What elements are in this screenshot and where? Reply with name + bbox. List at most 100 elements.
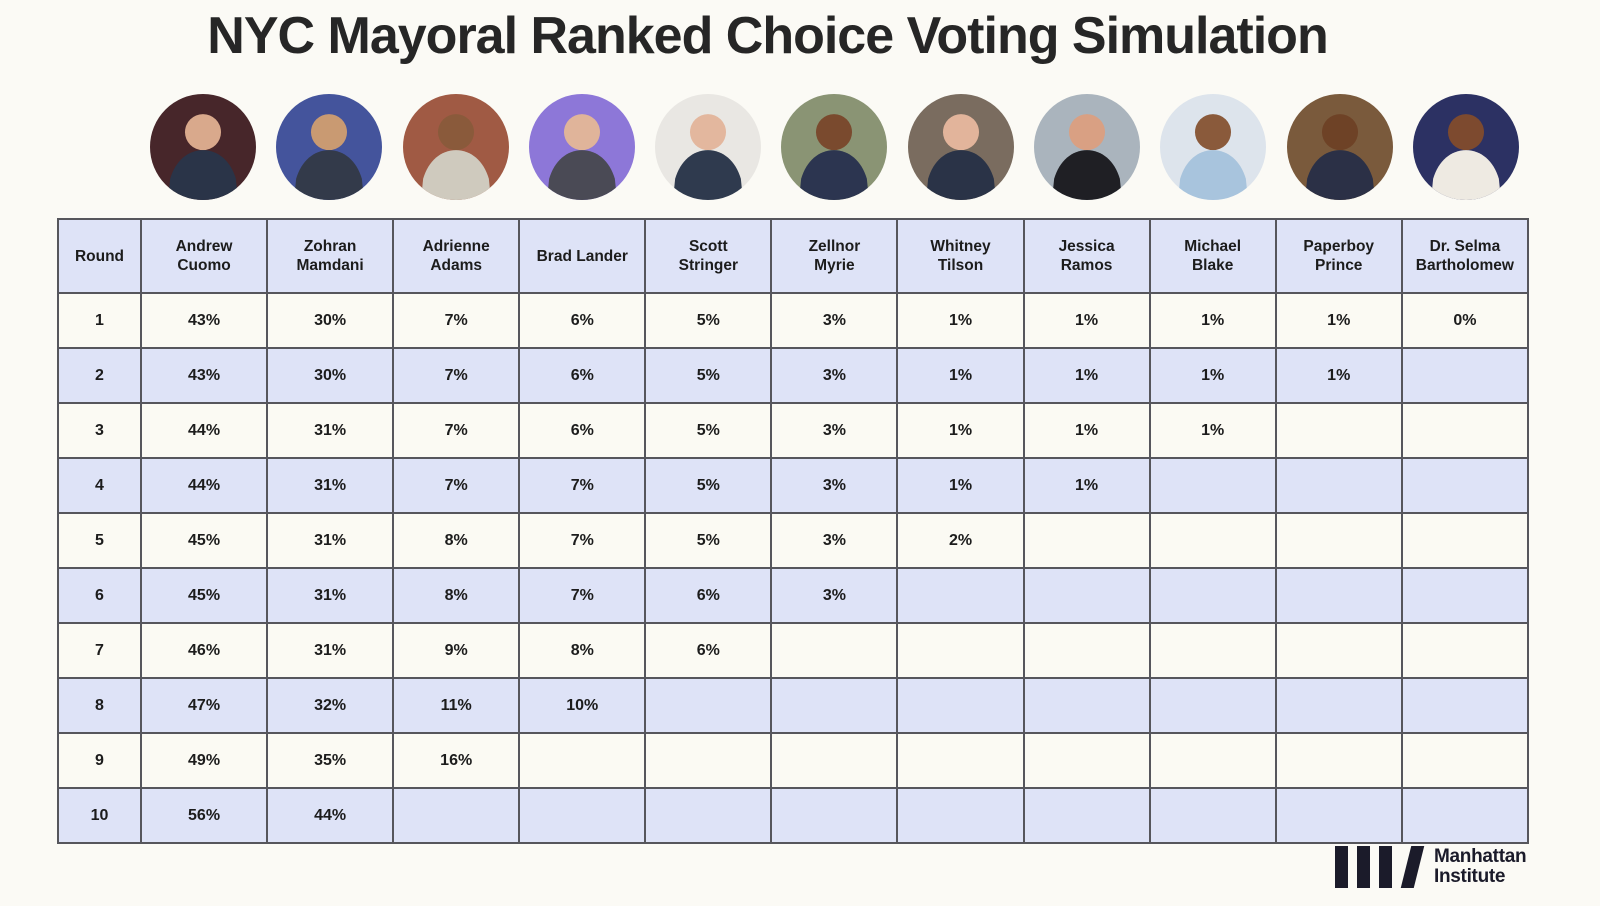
avatar-cell [1276, 92, 1402, 202]
value-cell-jessica-ramos: 1% [1022, 292, 1151, 349]
value-cell-brad-lander: 7% [518, 512, 647, 569]
column-header-adrienne-adams: Adrienne Adams [392, 218, 521, 294]
value-cell-zellnor-myrie: 3% [770, 292, 899, 349]
round-cell: 6 [57, 567, 142, 624]
value-cell-brad-lander [518, 787, 647, 844]
page-title: NYC Mayoral Ranked Choice Voting Simulat… [207, 7, 1328, 65]
value-cell-whitney-tilson [896, 787, 1025, 844]
value-cell-dr-selma-bartholomew: 0% [1400, 292, 1530, 349]
value-cell-scott-stringer [644, 787, 773, 844]
value-cell-andrew-cuomo: 47% [139, 677, 269, 734]
value-cell-jessica-ramos [1022, 622, 1151, 679]
manhattan-institute-logo: Manhattan Institute [1335, 846, 1527, 888]
value-cell-whitney-tilson: 1% [896, 457, 1025, 514]
value-cell-adrienne-adams: 7% [392, 402, 521, 459]
value-cell-michael-blake [1148, 567, 1277, 624]
round-cell: 7 [57, 622, 142, 679]
value-cell-dr-selma-bartholomew [1400, 677, 1530, 734]
column-header-michael-blake: Michael Blake [1148, 218, 1277, 294]
logo-bar [1335, 846, 1348, 888]
value-cell-michael-blake [1148, 732, 1277, 789]
value-cell-zellnor-myrie [770, 677, 899, 734]
value-cell-scott-stringer: 5% [644, 347, 773, 404]
value-cell-zellnor-myrie: 3% [770, 457, 899, 514]
avatar-cell [1024, 92, 1150, 202]
value-cell-paperboy-prince [1274, 512, 1403, 569]
value-cell-whitney-tilson [896, 732, 1025, 789]
value-cell-zellnor-myrie: 3% [770, 402, 899, 459]
value-cell-jessica-ramos [1022, 567, 1151, 624]
value-cell-zellnor-myrie [770, 732, 899, 789]
round-cell: 3 [57, 402, 142, 459]
rcv-results-table: Round Andrew Cuomo Zohran Mamdani Adrienne … [57, 218, 1530, 844]
value-cell-adrienne-adams: 16% [392, 732, 521, 789]
round-cell: 2 [57, 347, 142, 404]
value-cell-adrienne-adams: 8% [392, 512, 521, 569]
column-header-jessica-ramos: Jessica Ramos [1022, 218, 1151, 294]
scott-stringer-portrait [655, 94, 762, 200]
whitney-tilson-portrait [907, 94, 1014, 200]
value-cell-paperboy-prince [1274, 567, 1403, 624]
value-cell-dr-selma-bartholomew [1400, 402, 1530, 459]
table-row-round-10: 10 56% 44% [57, 787, 1530, 844]
value-cell-paperboy-prince [1274, 622, 1403, 679]
value-cell-brad-lander [518, 732, 647, 789]
logo-wordmark: Manhattan Institute [1434, 846, 1527, 887]
table-row-round-1: 1 43% 30% 7% 6% 5% 3% 1% 1% 1% 1% 0% [57, 292, 1530, 349]
value-cell-andrew-cuomo: 45% [139, 567, 269, 624]
avatar-cell [519, 92, 645, 202]
value-cell-dr-selma-bartholomew [1400, 512, 1530, 569]
value-cell-scott-stringer: 6% [644, 622, 773, 679]
value-cell-brad-lander: 8% [518, 622, 647, 679]
andrew-cuomo-portrait [150, 94, 257, 200]
value-cell-michael-blake: 1% [1148, 292, 1277, 349]
avatar-cell [898, 92, 1024, 202]
logo-text-line1: Manhattan [1434, 846, 1527, 867]
adrienne-adams-portrait [402, 94, 509, 200]
round-cell: 10 [57, 787, 142, 844]
value-cell-zohran-mamdani: 30% [266, 347, 395, 404]
value-cell-zohran-mamdani: 32% [266, 677, 395, 734]
round-cell: 5 [57, 512, 142, 569]
value-cell-zohran-mamdani: 31% [266, 567, 395, 624]
avatar-cell [393, 92, 519, 202]
value-cell-scott-stringer: 5% [644, 457, 773, 514]
column-header-dr-selma-bartholomew: Dr. Selma Bartholomew [1400, 218, 1530, 294]
value-cell-paperboy-prince [1274, 787, 1403, 844]
value-cell-whitney-tilson: 1% [896, 292, 1025, 349]
value-cell-paperboy-prince [1274, 677, 1403, 734]
avatar-cell [645, 92, 771, 202]
value-cell-zellnor-myrie: 3% [770, 347, 899, 404]
value-cell-whitney-tilson: 1% [896, 347, 1025, 404]
value-cell-adrienne-adams [392, 787, 521, 844]
value-cell-dr-selma-bartholomew [1400, 347, 1530, 404]
avatar-cell [1150, 92, 1276, 202]
value-cell-adrienne-adams: 9% [392, 622, 521, 679]
value-cell-michael-blake [1148, 622, 1277, 679]
value-cell-zellnor-myrie: 3% [770, 567, 899, 624]
value-cell-zohran-mamdani: 44% [266, 787, 395, 844]
value-cell-whitney-tilson [896, 567, 1025, 624]
round-cell: 4 [57, 457, 142, 514]
value-cell-zohran-mamdani: 31% [266, 457, 395, 514]
avatar-cell [266, 92, 392, 202]
value-cell-whitney-tilson: 1% [896, 402, 1025, 459]
value-cell-jessica-ramos [1022, 512, 1151, 569]
value-cell-jessica-ramos: 1% [1022, 347, 1151, 404]
jessica-ramos-portrait [1033, 94, 1140, 200]
column-header-paperboy-prince: Paperboy Prince [1274, 218, 1403, 294]
value-cell-dr-selma-bartholomew [1400, 457, 1530, 514]
value-cell-brad-lander: 6% [518, 292, 647, 349]
round-cell: 1 [57, 292, 142, 349]
michael-blake-portrait [1160, 94, 1267, 200]
value-cell-michael-blake [1148, 512, 1277, 569]
logo-text-line2: Institute [1434, 866, 1506, 887]
value-cell-zohran-mamdani: 35% [266, 732, 395, 789]
value-cell-scott-stringer: 6% [644, 567, 773, 624]
value-cell-brad-lander: 7% [518, 457, 647, 514]
value-cell-michael-blake [1148, 677, 1277, 734]
value-cell-dr-selma-bartholomew [1400, 787, 1530, 844]
table-row-round-3: 3 44% 31% 7% 6% 5% 3% 1% 1% 1% [57, 402, 1530, 459]
value-cell-dr-selma-bartholomew [1400, 732, 1530, 789]
value-cell-scott-stringer: 5% [644, 512, 773, 569]
